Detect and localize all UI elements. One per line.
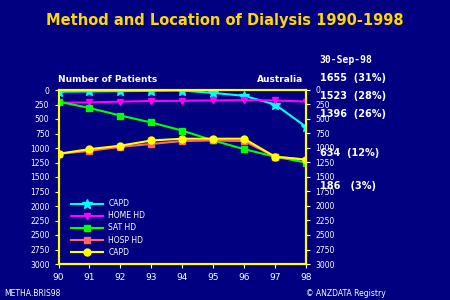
Text: METHA.BRIS98: METHA.BRIS98 (4, 290, 61, 298)
Text: Australia: Australia (256, 76, 303, 85)
Text: 1655  (31%): 1655 (31%) (320, 73, 386, 83)
Text: HOSP HD: HOSP HD (108, 236, 144, 244)
Text: 1396  (26%): 1396 (26%) (320, 109, 386, 119)
Text: Number of Patients: Number of Patients (58, 76, 158, 85)
Text: CAPD: CAPD (108, 248, 130, 256)
Text: CAPD: CAPD (108, 199, 130, 208)
Text: Method and Location of Dialysis 1990-1998: Method and Location of Dialysis 1990-199… (46, 14, 404, 28)
Text: 1523  (28%): 1523 (28%) (320, 91, 386, 101)
Text: 634  (12%): 634 (12%) (320, 148, 379, 158)
Text: SAT HD: SAT HD (108, 224, 137, 232)
Text: © ANZDATA Registry: © ANZDATA Registry (306, 290, 386, 298)
Text: 30-Sep-98: 30-Sep-98 (320, 55, 373, 65)
Text: 186   (3%): 186 (3%) (320, 181, 375, 191)
Text: HOME HD: HOME HD (108, 212, 145, 220)
